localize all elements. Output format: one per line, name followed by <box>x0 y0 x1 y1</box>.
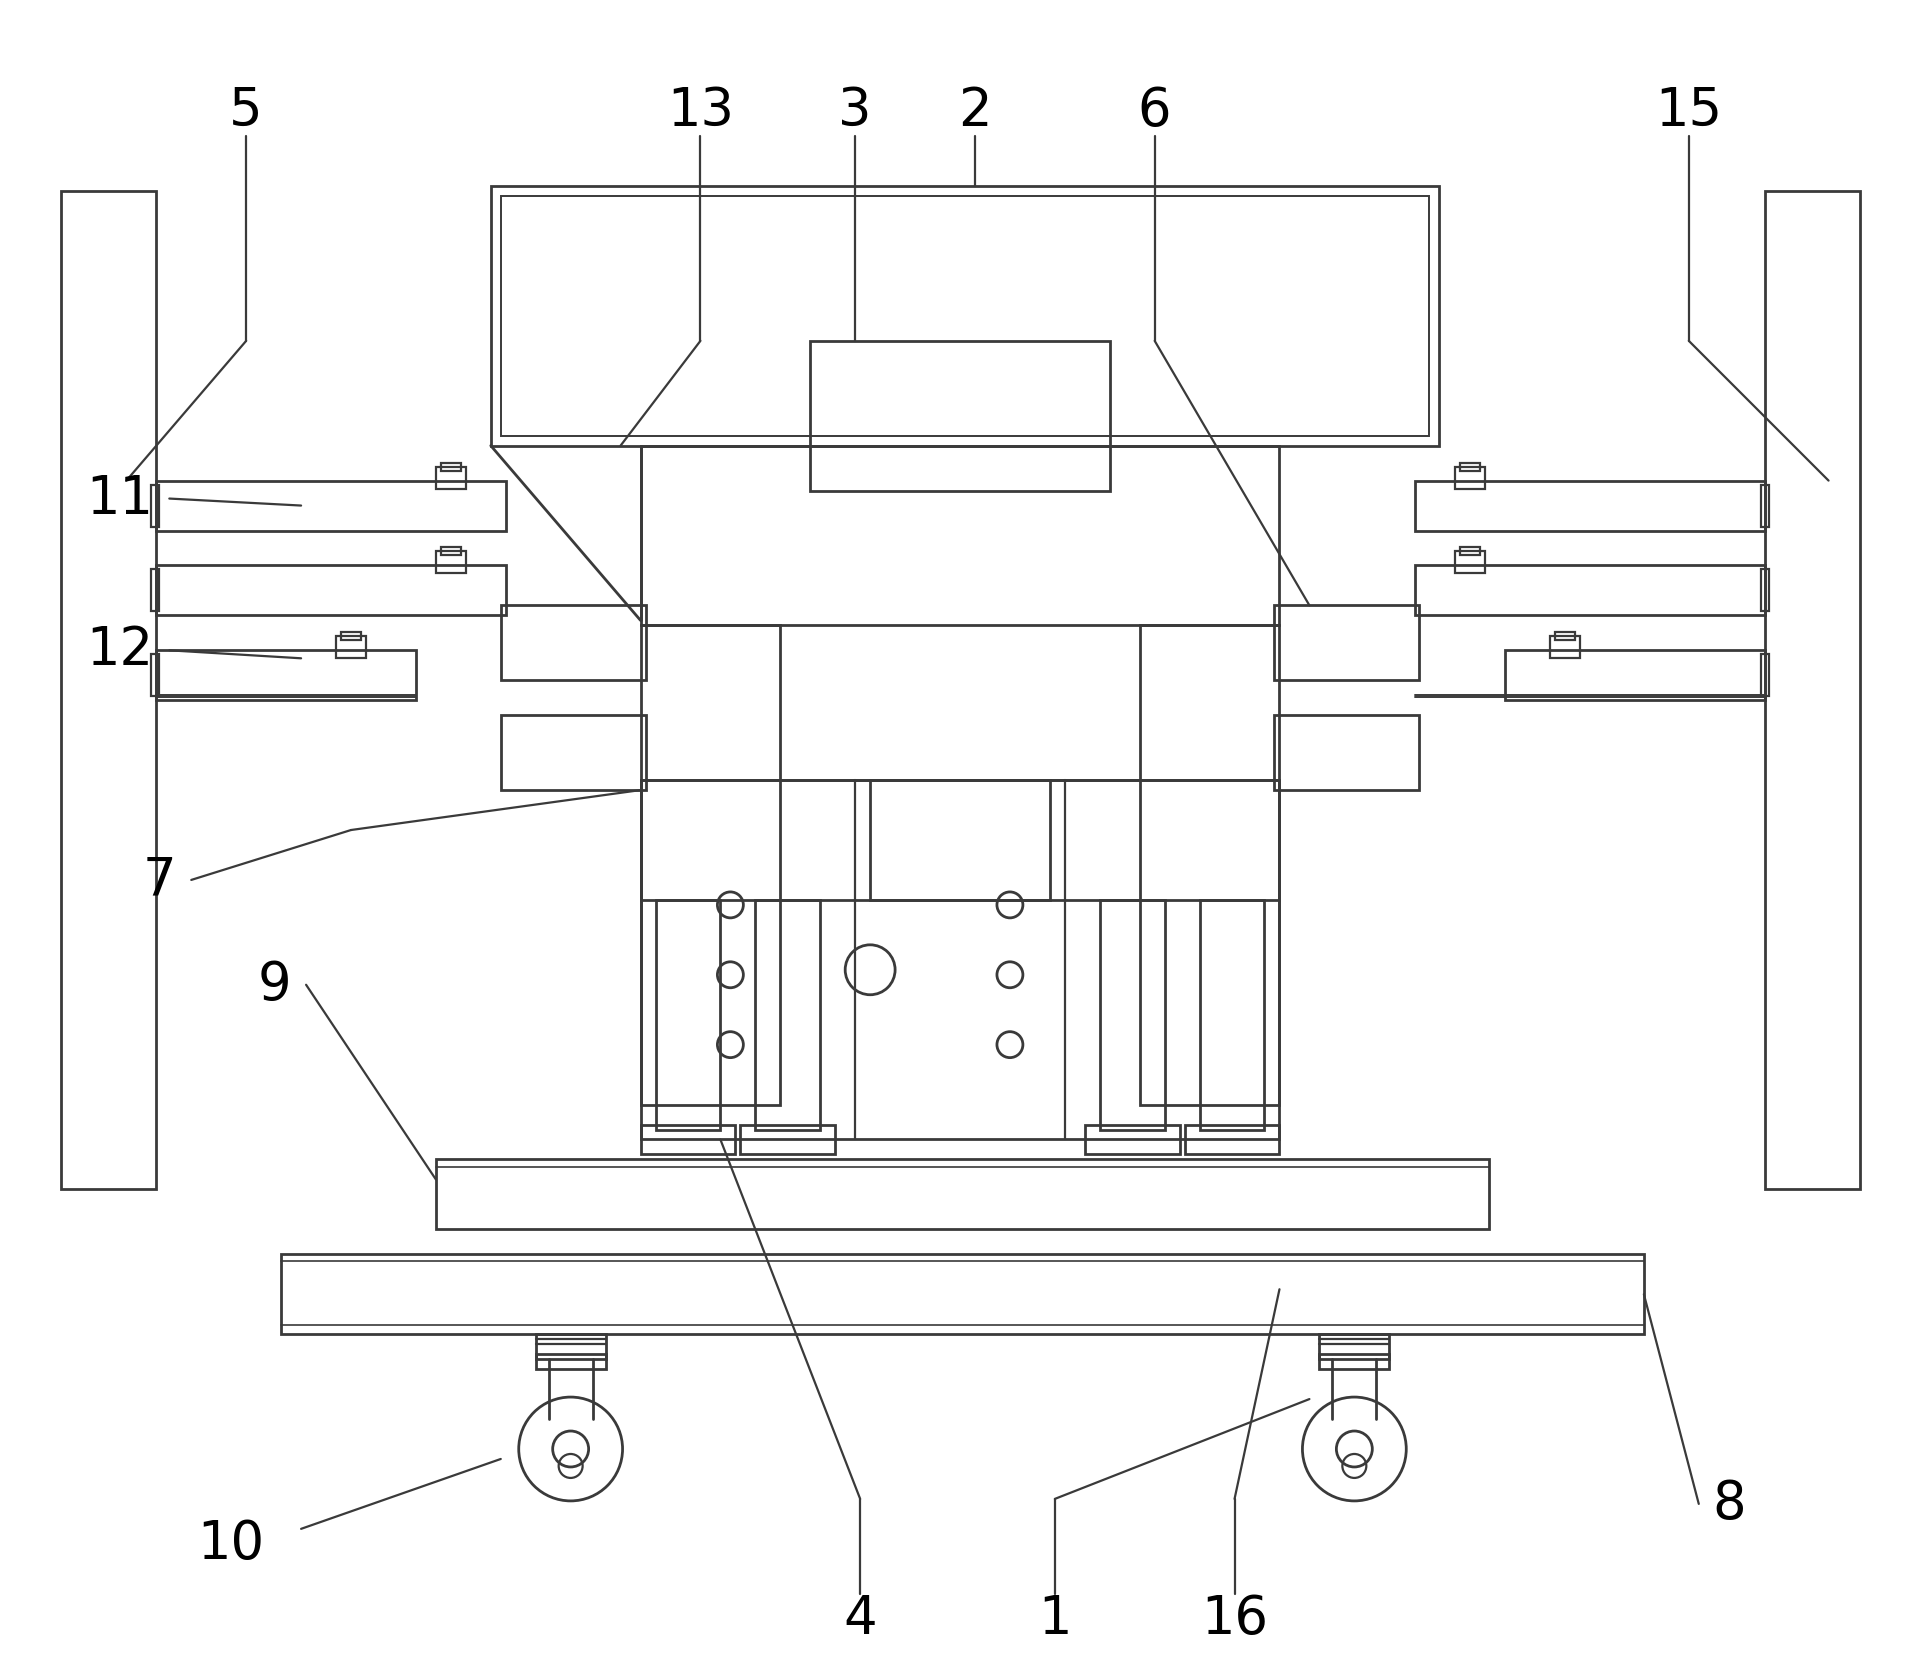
Text: 2: 2 <box>959 85 991 137</box>
Bar <box>156 565 505 615</box>
Bar <box>1185 1125 1279 1155</box>
Text: 9: 9 <box>257 959 292 1011</box>
Bar <box>640 625 780 1104</box>
Bar <box>440 463 461 471</box>
Bar <box>640 446 1279 625</box>
Bar <box>1460 548 1481 555</box>
Bar <box>536 1354 605 1369</box>
Bar <box>655 900 720 1130</box>
Text: 15: 15 <box>1656 85 1723 137</box>
Bar <box>1762 570 1769 612</box>
Bar <box>640 779 1279 1140</box>
Bar <box>1765 191 1860 1190</box>
Bar <box>436 551 465 573</box>
Text: 7: 7 <box>142 855 177 907</box>
Bar <box>1320 1354 1389 1369</box>
Bar <box>1762 654 1769 696</box>
Bar <box>342 632 361 640</box>
Text: 3: 3 <box>838 85 872 137</box>
Bar <box>1320 1334 1389 1359</box>
Bar <box>1274 716 1420 789</box>
Bar <box>1456 466 1485 489</box>
Bar <box>1085 1125 1179 1155</box>
Bar <box>640 1125 736 1155</box>
Bar <box>740 1125 836 1155</box>
Text: 6: 6 <box>1137 85 1172 137</box>
Bar <box>336 637 367 659</box>
Text: 11: 11 <box>86 473 154 525</box>
Bar <box>1099 900 1164 1130</box>
Bar <box>870 779 1051 900</box>
Bar <box>156 650 417 701</box>
Bar <box>440 548 461 555</box>
Bar <box>490 186 1439 446</box>
Bar <box>1274 605 1420 680</box>
Bar <box>501 716 645 789</box>
Bar <box>152 654 159 696</box>
Bar <box>501 605 645 680</box>
Text: 10: 10 <box>198 1518 265 1570</box>
Bar <box>1416 565 1765 615</box>
Bar <box>61 191 156 1190</box>
Bar <box>1139 625 1279 1104</box>
Bar <box>436 466 465 489</box>
Bar <box>1460 463 1481 471</box>
Text: 4: 4 <box>843 1592 878 1644</box>
Text: 8: 8 <box>1712 1478 1746 1530</box>
Bar <box>1504 650 1765 701</box>
Bar <box>152 570 159 612</box>
Bar <box>501 196 1429 436</box>
Bar <box>1456 551 1485 573</box>
Bar <box>1550 637 1579 659</box>
Text: 5: 5 <box>229 85 263 137</box>
Bar <box>152 484 159 526</box>
Text: 12: 12 <box>86 625 154 677</box>
Bar <box>811 340 1110 491</box>
Bar <box>1762 484 1769 526</box>
Bar <box>1199 900 1264 1130</box>
Bar <box>755 900 820 1130</box>
Bar <box>436 1160 1489 1230</box>
Bar <box>1554 632 1575 640</box>
Bar <box>156 481 505 531</box>
Bar <box>280 1254 1644 1334</box>
Text: 16: 16 <box>1201 1592 1268 1644</box>
Bar <box>1416 481 1765 531</box>
Text: 13: 13 <box>667 85 734 137</box>
Text: 1: 1 <box>1037 1592 1072 1644</box>
Bar <box>640 779 1279 900</box>
Bar <box>536 1334 605 1359</box>
